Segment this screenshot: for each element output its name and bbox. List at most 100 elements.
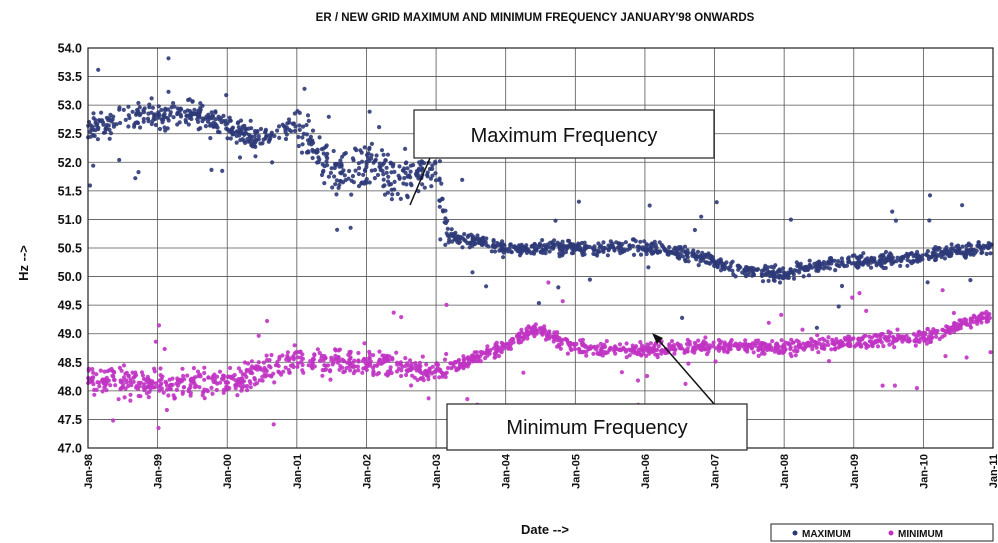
data-point [402, 176, 407, 181]
data-point [434, 361, 439, 366]
data-point [172, 396, 177, 401]
data-point [667, 245, 672, 250]
legend-marker-minimum [888, 530, 894, 536]
data-point [160, 120, 165, 125]
data-point [476, 356, 481, 361]
data-point [602, 342, 607, 347]
annotation-minimum-box [446, 403, 748, 451]
data-point [399, 373, 404, 379]
data-point [682, 257, 688, 262]
data-point [478, 349, 483, 355]
y-tick-label: 48.0 [58, 384, 82, 398]
data-point [123, 386, 128, 391]
data-point [699, 214, 704, 219]
data-point [383, 158, 388, 163]
data-point [920, 253, 925, 258]
data-point [147, 378, 152, 383]
data-point [388, 161, 393, 166]
data-point [98, 368, 103, 373]
data-point [325, 156, 330, 161]
data-point [985, 314, 990, 319]
data-point [149, 110, 154, 115]
data-point [769, 264, 774, 269]
data-point [988, 350, 993, 355]
data-point [461, 357, 466, 362]
data-point [836, 259, 841, 264]
data-point [489, 249, 494, 254]
data-point [145, 374, 150, 379]
data-point [838, 341, 843, 346]
data-point [904, 251, 910, 256]
data-point [870, 340, 875, 345]
data-point [273, 363, 278, 368]
data-point [571, 250, 576, 256]
data-point [175, 122, 180, 127]
data-point [633, 239, 638, 244]
data-point [788, 217, 794, 222]
data-point [379, 148, 385, 153]
data-point [542, 247, 547, 252]
data-point [644, 353, 649, 358]
data-point [398, 196, 403, 201]
data-point [890, 209, 895, 214]
data-point [647, 203, 652, 208]
data-point [850, 295, 855, 300]
data-point [156, 104, 161, 109]
data-point [472, 241, 477, 247]
data-point [94, 372, 99, 377]
data-point [202, 396, 207, 401]
data-point [531, 251, 537, 256]
data-point [252, 382, 257, 387]
data-point [342, 369, 347, 374]
data-point [136, 170, 141, 175]
y-tick-labels: 54.0 53.5 53.0 52.5 52.0 51.5 51.0 50.5 50.0 49.5… [58, 42, 82, 456]
data-point [462, 232, 467, 237]
data-point [164, 407, 169, 413]
data-point [534, 331, 539, 336]
data-point [263, 374, 268, 379]
data-point [295, 364, 300, 369]
data-point [256, 333, 261, 338]
data-point [368, 359, 373, 364]
data-point [412, 375, 417, 380]
data-point [713, 359, 718, 364]
data-point [480, 240, 486, 245]
data-point [224, 93, 229, 98]
data-point [150, 105, 155, 110]
data-point [444, 370, 449, 375]
data-point [230, 125, 235, 130]
data-point [285, 350, 290, 355]
data-point [394, 369, 400, 374]
data-point [962, 254, 967, 259]
data-point [364, 165, 369, 170]
data-point [829, 347, 834, 352]
data-point [249, 369, 254, 374]
data-point [692, 251, 697, 257]
data-point [816, 350, 821, 355]
data-point [558, 243, 563, 248]
data-point [802, 267, 807, 272]
data-point [743, 274, 749, 279]
data-point [669, 339, 675, 344]
data-point [372, 363, 377, 368]
data-point [238, 127, 243, 132]
data-point [454, 368, 459, 373]
data-point [564, 247, 569, 252]
data-point [360, 370, 365, 375]
data-point [200, 393, 205, 398]
data-point [254, 130, 259, 135]
data-point [206, 375, 211, 380]
data-point [353, 168, 358, 173]
data-point [743, 347, 748, 352]
data-point [133, 176, 138, 181]
data-point [793, 345, 798, 350]
data-point [103, 381, 108, 386]
data-point [121, 107, 126, 112]
data-point [944, 328, 949, 333]
data-point [560, 299, 565, 304]
data-point [648, 341, 654, 346]
data-point [145, 384, 151, 389]
data-point [772, 349, 777, 354]
data-point [638, 252, 644, 257]
data-point [457, 239, 463, 244]
